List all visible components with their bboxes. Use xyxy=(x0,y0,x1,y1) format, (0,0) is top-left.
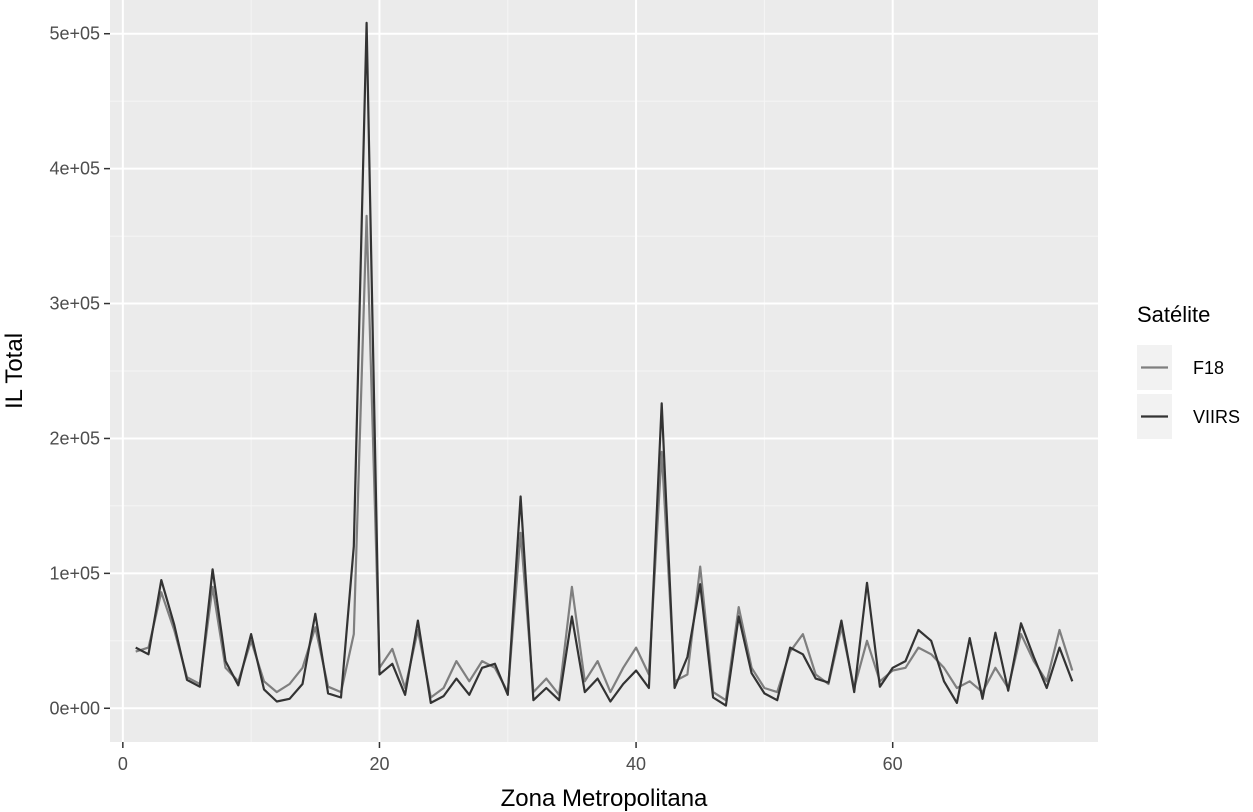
legend-items: F18 VIIRS xyxy=(1137,345,1240,439)
axis-ticks xyxy=(104,32,894,748)
x-axis-tick-labels: 0 20 40 60 xyxy=(118,754,903,774)
x-axis-title: Zona Metropolitana xyxy=(501,785,708,812)
y-tick-label: 4e+05 xyxy=(49,159,100,179)
x-tick-label: 60 xyxy=(883,754,903,774)
y-tick-label: 2e+05 xyxy=(49,428,100,448)
x-tick-label: 20 xyxy=(369,754,389,774)
series-line-viirs xyxy=(135,21,1074,707)
series-lines xyxy=(135,21,1074,707)
y-tick-label: 1e+05 xyxy=(49,563,100,583)
legend: Satélite F18 VIIRS xyxy=(1137,302,1240,439)
x-tick-label: 40 xyxy=(626,754,646,774)
x-tick-label: 0 xyxy=(118,754,128,774)
legend-label-viirs: VIIRS xyxy=(1193,407,1240,427)
y-axis-title: IL Total xyxy=(1,333,28,409)
series-line-f18 xyxy=(135,214,1074,702)
y-tick-label: 3e+05 xyxy=(49,294,100,314)
y-axis-tick-labels: 0e+00 1e+05 2e+05 3e+05 4e+05 5e+05 xyxy=(49,24,100,719)
minor-gridlines xyxy=(110,0,1098,742)
y-tick-label: 0e+00 xyxy=(49,698,100,718)
legend-title: Satélite xyxy=(1137,302,1210,327)
legend-label-f18: F18 xyxy=(1193,358,1224,378)
y-tick-label: 5e+05 xyxy=(49,24,100,44)
